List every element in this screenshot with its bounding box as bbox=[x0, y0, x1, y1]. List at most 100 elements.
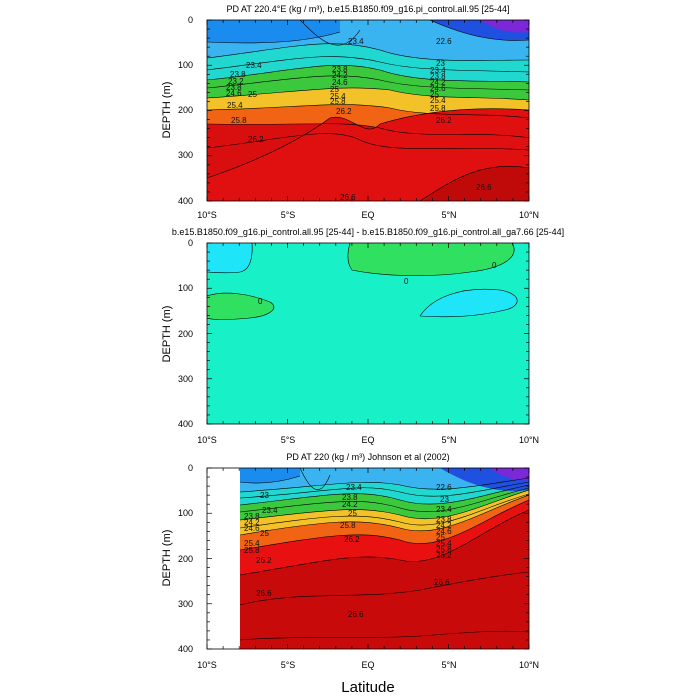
svg-text:5°S: 5°S bbox=[281, 435, 296, 445]
svg-text:24.6: 24.6 bbox=[332, 78, 348, 87]
svg-text:26.6: 26.6 bbox=[340, 193, 356, 202]
svg-text:26.2: 26.2 bbox=[256, 556, 272, 565]
svg-text:25: 25 bbox=[248, 90, 257, 99]
panel1-contours bbox=[207, 20, 529, 201]
svg-text:24.6: 24.6 bbox=[436, 527, 452, 536]
panel2-field bbox=[207, 243, 529, 424]
svg-text:26.2: 26.2 bbox=[344, 535, 360, 544]
svg-text:23.4: 23.4 bbox=[436, 505, 452, 514]
panel2-x-ticks: 10°S 5°S EQ 5°N 10°N bbox=[197, 435, 539, 445]
svg-text:24.2: 24.2 bbox=[342, 500, 358, 509]
svg-text:26.2: 26.2 bbox=[436, 551, 452, 560]
svg-text:100: 100 bbox=[178, 508, 193, 518]
panel3-ylabel: DEPTH (m) bbox=[161, 530, 173, 587]
panel3-contours bbox=[240, 468, 529, 641]
panel3-title: PD AT 220 (kg / m³) Johnson et al (2002) bbox=[286, 452, 449, 462]
svg-text:25.8: 25.8 bbox=[330, 97, 346, 106]
panel1-ylabel: DEPTH (m) bbox=[161, 82, 173, 139]
svg-text:25.4: 25.4 bbox=[330, 92, 346, 101]
svg-text:EQ: EQ bbox=[361, 660, 374, 670]
panel1-y-ticks: 0 100 200 300 400 bbox=[178, 15, 193, 206]
panel-observed-density: PD AT 220 (kg / m³) Johnson et al (2002) bbox=[161, 452, 539, 696]
svg-text:300: 300 bbox=[178, 150, 193, 160]
svg-text:22.6: 22.6 bbox=[436, 483, 452, 492]
svg-text:200: 200 bbox=[178, 329, 193, 339]
svg-text:24.6: 24.6 bbox=[244, 524, 260, 533]
svg-text:23.8: 23.8 bbox=[226, 83, 242, 92]
svg-text:200: 200 bbox=[178, 105, 193, 115]
svg-text:26.2: 26.2 bbox=[436, 116, 452, 125]
svg-text:5°N: 5°N bbox=[441, 435, 456, 445]
svg-text:100: 100 bbox=[178, 283, 193, 293]
panel1-x-ticks: 10°S 5°S EQ 5°N 10°N bbox=[197, 210, 539, 220]
svg-text:25: 25 bbox=[330, 85, 339, 94]
panel3-y-ticks: 0 100 200 300 400 bbox=[178, 463, 193, 654]
svg-text:10°N: 10°N bbox=[519, 660, 539, 670]
svg-text:26.2: 26.2 bbox=[336, 107, 352, 116]
svg-text:24.6: 24.6 bbox=[226, 89, 242, 98]
svg-text:23.2: 23.2 bbox=[228, 77, 244, 86]
svg-text:0: 0 bbox=[188, 463, 193, 473]
svg-text:25: 25 bbox=[348, 509, 357, 518]
svg-text:26.6: 26.6 bbox=[476, 183, 492, 192]
svg-text:5°S: 5°S bbox=[281, 660, 296, 670]
svg-text:23.8: 23.8 bbox=[332, 65, 348, 74]
svg-text:23.8: 23.8 bbox=[342, 493, 358, 502]
svg-text:26.6: 26.6 bbox=[256, 589, 272, 598]
svg-text:23: 23 bbox=[260, 491, 269, 500]
axis-tick-marks bbox=[206, 19, 530, 650]
svg-text:0: 0 bbox=[258, 297, 263, 306]
svg-text:400: 400 bbox=[178, 196, 193, 206]
svg-text:0: 0 bbox=[188, 238, 193, 248]
svg-text:0: 0 bbox=[188, 15, 193, 25]
svg-text:23.4: 23.4 bbox=[348, 37, 364, 46]
svg-text:24.2: 24.2 bbox=[332, 71, 348, 80]
svg-text:25: 25 bbox=[436, 533, 445, 542]
panel2-title: b.e15.B1850.f09_g16.pi_control.all.95 [2… bbox=[172, 227, 564, 237]
svg-text:25.4: 25.4 bbox=[436, 539, 452, 548]
svg-text:EQ: EQ bbox=[361, 435, 374, 445]
svg-text:23.4: 23.4 bbox=[246, 61, 262, 70]
panel2-y-ticks: 0 100 200 300 400 bbox=[178, 238, 193, 429]
panel1-contour-labels: 23.4 23.4 23.8 23.2 23.8 24.6 25 25.4 25… bbox=[226, 37, 492, 202]
svg-text:25.8: 25.8 bbox=[430, 104, 446, 113]
panel-model-density: PD AT 220.4°E (kg / m³), b.e15.B1850.f09… bbox=[161, 4, 539, 220]
svg-text:0: 0 bbox=[404, 277, 409, 286]
svg-text:23.8: 23.8 bbox=[244, 512, 260, 521]
svg-text:5°N: 5°N bbox=[441, 210, 456, 220]
svg-text:400: 400 bbox=[178, 644, 193, 654]
panel3-field bbox=[240, 468, 529, 649]
svg-text:25.4: 25.4 bbox=[227, 101, 243, 110]
svg-text:23: 23 bbox=[440, 495, 449, 504]
panel1-title: PD AT 220.4°E (kg / m³), b.e15.B1850.f09… bbox=[227, 4, 510, 14]
svg-text:23.4: 23.4 bbox=[346, 483, 362, 492]
svg-text:23.4: 23.4 bbox=[262, 506, 278, 515]
svg-text:400: 400 bbox=[178, 419, 193, 429]
svg-text:25.8: 25.8 bbox=[436, 545, 452, 554]
svg-text:26.6: 26.6 bbox=[434, 578, 450, 587]
panel2-contours bbox=[207, 243, 518, 320]
panel2-ylabel: DEPTH (m) bbox=[161, 306, 173, 363]
svg-text:24.2: 24.2 bbox=[244, 518, 260, 527]
svg-text:300: 300 bbox=[178, 599, 193, 609]
svg-text:25.4: 25.4 bbox=[244, 539, 260, 548]
svg-text:24.2: 24.2 bbox=[436, 521, 452, 530]
svg-text:10°S: 10°S bbox=[197, 660, 217, 670]
svg-text:25.4: 25.4 bbox=[430, 96, 446, 105]
svg-text:EQ: EQ bbox=[361, 210, 374, 220]
svg-text:10°S: 10°S bbox=[197, 435, 217, 445]
svg-text:26.6: 26.6 bbox=[348, 610, 364, 619]
svg-text:10°N: 10°N bbox=[519, 210, 539, 220]
svg-text:23.8: 23.8 bbox=[430, 72, 446, 81]
svg-text:10°N: 10°N bbox=[519, 435, 539, 445]
panel-difference: b.e15.B1850.f09_g16.pi_control.all.95 [2… bbox=[161, 227, 564, 445]
svg-text:22.6: 22.6 bbox=[436, 37, 452, 46]
panel3-contour-labels: 23 23.4 23.8 24.2 24.6 25 25.4 25.8 26.2… bbox=[244, 483, 452, 619]
svg-text:23.8: 23.8 bbox=[436, 515, 452, 524]
svg-text:24.2: 24.2 bbox=[430, 78, 446, 87]
svg-text:5°S: 5°S bbox=[281, 210, 296, 220]
svg-text:23.8: 23.8 bbox=[230, 70, 246, 79]
panel3-x-ticks: 10°S 5°S EQ 5°N 10°N bbox=[197, 660, 539, 670]
svg-text:25: 25 bbox=[260, 529, 269, 538]
